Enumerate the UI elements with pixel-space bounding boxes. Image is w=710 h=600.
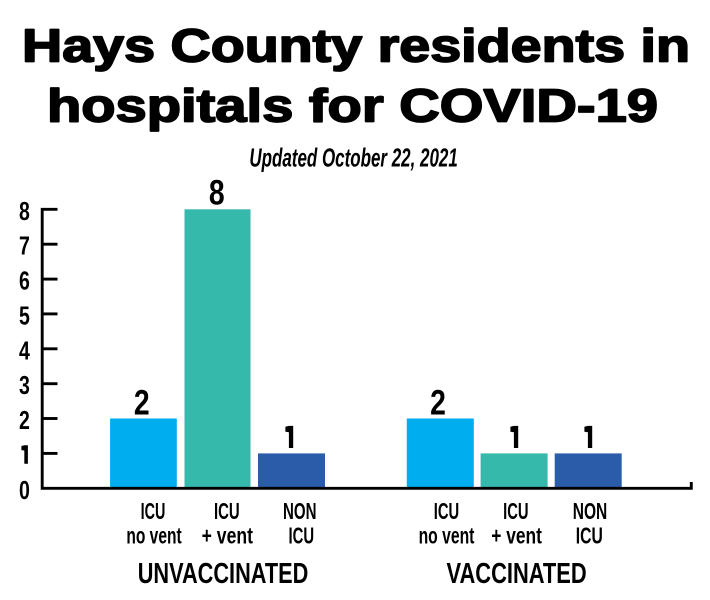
svg-text:no vent: no vent (419, 522, 475, 548)
svg-text:7: 7 (19, 231, 30, 260)
svg-text:8: 8 (209, 173, 225, 213)
svg-text:+ vent: + vent (491, 522, 542, 548)
svg-text:2: 2 (19, 405, 30, 434)
svg-text:hospitals for COVID-19: hospitals for COVID-19 (47, 79, 658, 131)
svg-text:Updated October 22, 2021: Updated October 22, 2021 (249, 142, 457, 172)
svg-text:ICU: ICU (503, 498, 528, 524)
svg-text:8: 8 (19, 196, 30, 225)
svg-text:NON: NON (283, 498, 317, 524)
svg-text:ICU: ICU (141, 498, 166, 524)
svg-text:6: 6 (19, 266, 30, 295)
svg-text:2: 2 (430, 383, 446, 423)
svg-text:ICU: ICU (434, 498, 459, 524)
svg-text:ICU: ICU (289, 522, 315, 548)
svg-text:NON: NON (573, 498, 608, 524)
svg-text:ICU: ICU (576, 522, 603, 548)
svg-text:5: 5 (19, 301, 30, 330)
svg-text:Hays County residents in: Hays County residents in (22, 20, 690, 72)
svg-text:4: 4 (19, 336, 30, 365)
svg-text:+ vent: + vent (202, 522, 253, 548)
svg-text:0: 0 (19, 475, 30, 504)
svg-text:3: 3 (19, 370, 30, 399)
svg-text:2: 2 (134, 383, 150, 423)
svg-text:ICU: ICU (214, 498, 240, 524)
svg-text:VACCINATED: VACCINATED (447, 558, 587, 590)
svg-text:UNVACCINATED: UNVACCINATED (138, 558, 309, 590)
svg-text:no vent: no vent (126, 522, 181, 548)
